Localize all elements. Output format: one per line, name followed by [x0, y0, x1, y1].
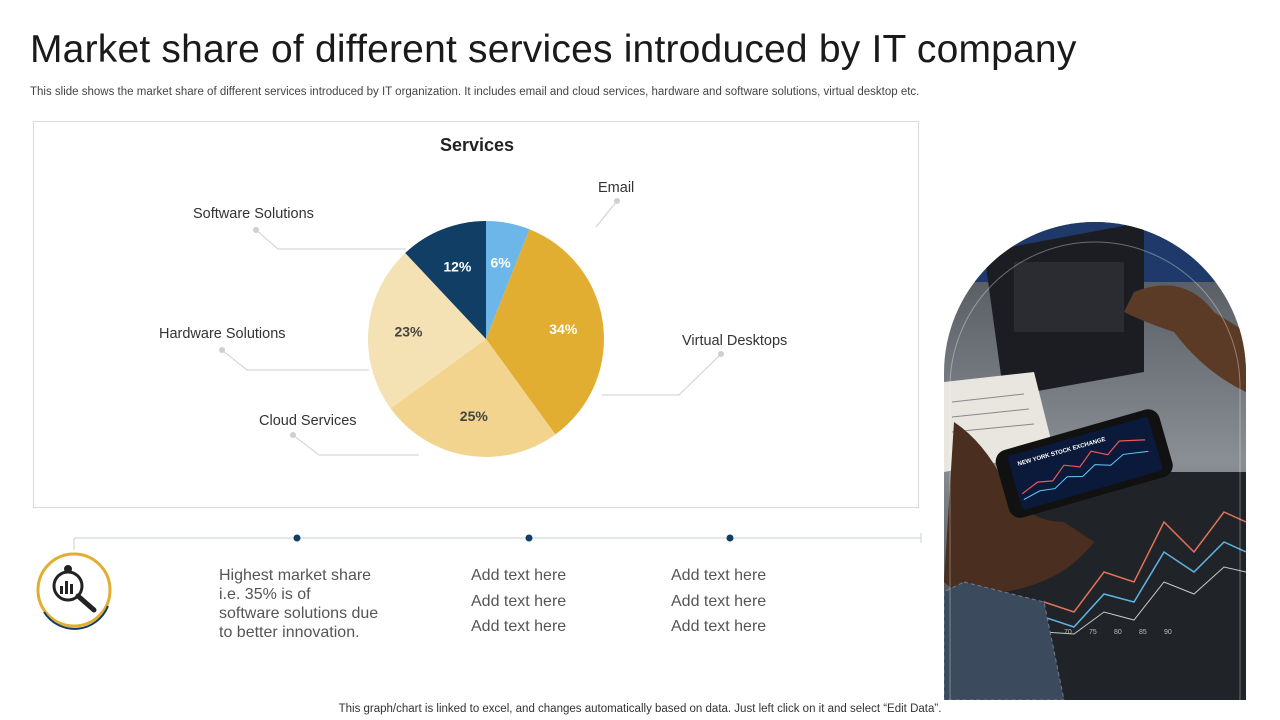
data-label: 25%: [460, 408, 489, 424]
timeline-dot: [525, 534, 533, 542]
note-highlight: Highest market share i.e. 35% is of soft…: [219, 566, 378, 642]
analytics-magnifier-icon: [32, 550, 118, 637]
pie-slice-email[interactable]: [486, 221, 530, 339]
photo-axis-tick: 85: [1139, 629, 1147, 636]
note-line[interactable]: Add text here: [671, 567, 767, 584]
category-label: Hardware Solutions: [159, 326, 286, 342]
callout-dot: [614, 198, 620, 204]
category-label: Software Solutions: [193, 206, 314, 222]
note-line[interactable]: Add text here: [671, 592, 767, 610]
photo-axis-tick: 75: [1089, 629, 1097, 636]
pie-chart[interactable]: Services 6% Email 34% Virtual Desktops 25% Cl…: [34, 122, 920, 509]
data-label: 6%: [490, 254, 511, 270]
chart-title: Services: [440, 135, 514, 155]
note-line: Highest market share: [219, 567, 372, 584]
data-label: 12%: [443, 259, 472, 275]
callout-line: [221, 349, 369, 371]
note-line[interactable]: Add text here: [471, 592, 567, 610]
data-label: 23%: [394, 324, 423, 340]
note-line: to better innovation.: [219, 624, 360, 641]
data-label: 34%: [549, 321, 578, 337]
pie-slice-cloud-services[interactable]: [390, 339, 556, 457]
chart-panel[interactable]: Services 6% Email 34% Virtual Desktops 25% Cl…: [33, 121, 919, 508]
callout-line: [602, 353, 722, 396]
callout-line: [292, 434, 419, 456]
callout-dot: [290, 432, 296, 438]
note-line[interactable]: Add text here: [471, 567, 567, 584]
photo-axis-tick: 70: [1064, 629, 1072, 636]
callout-line: [595, 200, 618, 228]
pie-slice-hardware-solutions[interactable]: [368, 252, 486, 409]
photo-axis-tick: 80: [1114, 629, 1122, 636]
note-line: i.e. 35% is of: [219, 586, 311, 603]
timeline-dot: [726, 534, 734, 542]
category-label: Email: [598, 180, 634, 196]
page-title: Market share of different services intro…: [30, 28, 1077, 71]
callout-dot: [718, 351, 724, 357]
pie-slice-virtual-desktops[interactable]: [486, 229, 604, 435]
note-line: software solutions due: [219, 605, 379, 622]
category-label: Virtual Desktops: [682, 333, 787, 349]
note-placeholder-1[interactable]: Add text here Add text here Add text her…: [471, 566, 566, 643]
note-placeholder-2[interactable]: Add text here Add text here Add text her…: [671, 566, 766, 643]
category-label: Cloud Services: [259, 413, 357, 429]
pie-slice-software-solutions[interactable]: [405, 221, 486, 339]
callout-dot: [219, 347, 225, 353]
callout-dot: [253, 227, 259, 233]
note-line[interactable]: Add text here: [471, 618, 567, 635]
timeline-dot: [293, 534, 301, 542]
note-line[interactable]: Add text here: [671, 618, 767, 635]
stock-trading-photo: 70 75 80 85 90 NEW YORK STOCK EXCHANGE: [944, 222, 1246, 705]
photo-axis-tick: 90: [1164, 629, 1172, 636]
page-subtitle: This slide shows the market share of dif…: [30, 86, 920, 98]
footer-note: This graph/chart is linked to excel, and…: [338, 703, 942, 715]
callout-line: [255, 229, 406, 250]
